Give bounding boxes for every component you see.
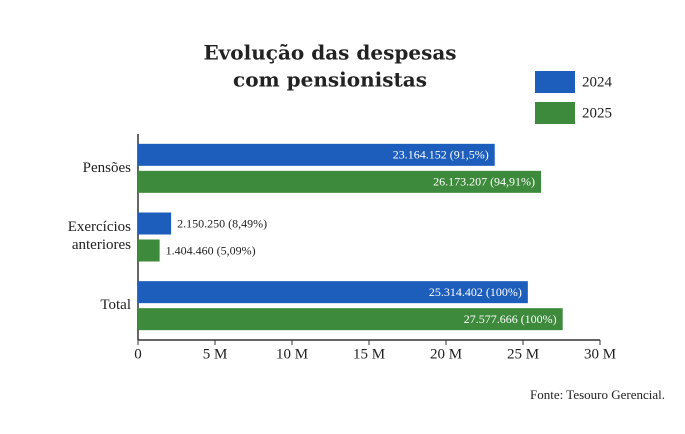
category-label: Total	[100, 297, 131, 313]
bar	[138, 212, 172, 235]
legend-label: 2024	[582, 74, 613, 90]
bar	[138, 239, 160, 262]
category-label: Exercícios anteriores	[68, 219, 131, 253]
value-label: 25.314.402 (100%)	[429, 285, 522, 299]
value-label: 27.577.666 (100%)	[464, 312, 557, 326]
bar	[138, 143, 495, 166]
category-label: Pensões	[83, 160, 131, 176]
legend-swatch	[535, 102, 575, 124]
x-tick-label: 20 M	[430, 346, 462, 362]
bar	[138, 170, 542, 193]
bar	[138, 308, 563, 331]
value-label: 23.164.152 (91,5%)	[393, 148, 489, 162]
chart-title: com pensionistas	[233, 68, 427, 92]
x-tick-label: 10 M	[276, 346, 308, 362]
value-label: 26.173.207 (94,91%)	[433, 175, 535, 189]
x-tick-label: 15 M	[353, 346, 385, 362]
x-tick-label: 5 M	[203, 346, 228, 362]
legend-swatch	[535, 71, 575, 93]
x-tick-label: 0	[134, 346, 142, 362]
legend-label: 2025	[582, 105, 612, 121]
bar	[138, 281, 528, 304]
source: Fonte: Tesouro Gerencial.	[530, 387, 665, 402]
x-tick-label: 25 M	[507, 346, 539, 362]
value-label: 1.404.460 (5,09%)	[166, 243, 256, 257]
chart-title: Evolução das despesas	[203, 41, 456, 65]
value-label: 2.150.250 (8,49%)	[177, 216, 267, 230]
x-tick-label: 30 M	[584, 346, 616, 362]
